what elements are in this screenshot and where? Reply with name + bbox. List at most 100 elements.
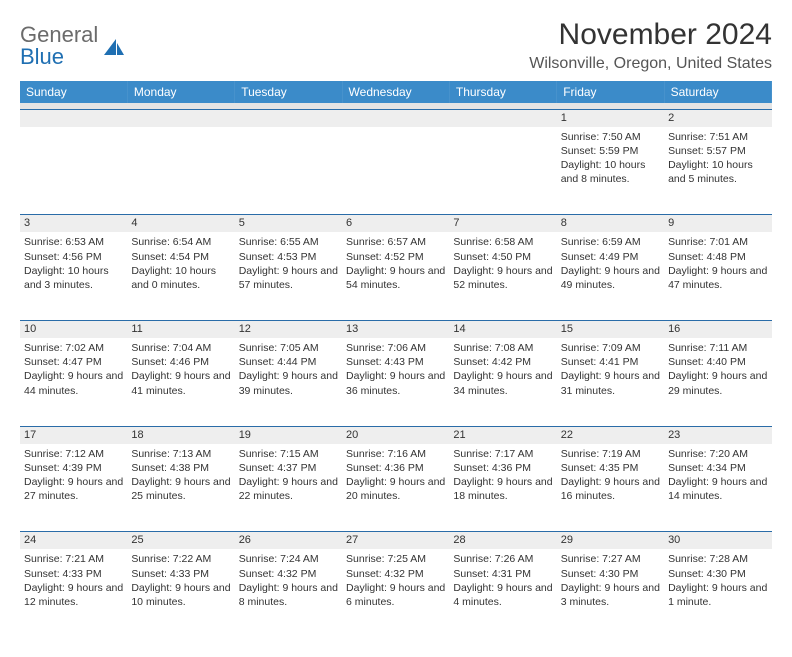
day-detail: Sunrise: 7:21 AMSunset: 4:33 PMDaylight:… [24, 552, 123, 609]
daynum-cell: 2 [664, 109, 771, 127]
day-header: Tuesday [235, 81, 342, 103]
day-detail: Sunrise: 7:50 AMSunset: 5:59 PMDaylight:… [561, 130, 660, 187]
daylight-text: Daylight: 9 hours and 20 minutes. [346, 475, 445, 503]
day-cell: Sunrise: 7:24 AMSunset: 4:32 PMDaylight:… [235, 549, 342, 637]
day-number: 13 [346, 323, 358, 335]
day-detail: Sunrise: 6:53 AMSunset: 4:56 PMDaylight:… [24, 235, 123, 292]
sunset-text: Sunset: 4:50 PM [453, 250, 552, 264]
day-number: 12 [239, 323, 251, 335]
day-cell: Sunrise: 6:53 AMSunset: 4:56 PMDaylight:… [20, 232, 127, 320]
day-detail: Sunrise: 6:54 AMSunset: 4:54 PMDaylight:… [131, 235, 230, 292]
sunset-text: Sunset: 4:32 PM [346, 567, 445, 581]
sunset-text: Sunset: 4:35 PM [561, 461, 660, 475]
daynum-row: 10111213141516 [20, 320, 772, 338]
day-detail: Sunrise: 7:19 AMSunset: 4:35 PMDaylight:… [561, 447, 660, 504]
daynum-cell: 23 [664, 426, 771, 444]
location-label: Wilsonville, Oregon, United States [529, 55, 772, 73]
daynum-cell: 16 [664, 320, 771, 338]
daylight-text: Daylight: 9 hours and 36 minutes. [346, 369, 445, 397]
day-detail: Sunrise: 7:02 AMSunset: 4:47 PMDaylight:… [24, 341, 123, 398]
sunrise-text: Sunrise: 7:28 AM [668, 552, 767, 566]
brand-line2: Blue [20, 46, 98, 68]
day-number: 30 [668, 534, 680, 546]
week-row: Sunrise: 7:50 AMSunset: 5:59 PMDaylight:… [20, 127, 772, 215]
sunrise-text: Sunrise: 7:06 AM [346, 341, 445, 355]
day-detail: Sunrise: 7:27 AMSunset: 4:30 PMDaylight:… [561, 552, 660, 609]
daylight-text: Daylight: 9 hours and 57 minutes. [239, 264, 338, 292]
daylight-text: Daylight: 9 hours and 52 minutes. [453, 264, 552, 292]
day-cell: Sunrise: 7:50 AMSunset: 5:59 PMDaylight:… [557, 127, 664, 215]
day-cell [342, 127, 449, 215]
day-number: 7 [453, 217, 459, 229]
sunrise-text: Sunrise: 7:22 AM [131, 552, 230, 566]
sunrise-text: Sunrise: 7:51 AM [668, 130, 767, 144]
daynum-cell: 9 [664, 215, 771, 233]
daynum-cell: 15 [557, 320, 664, 338]
day-cell: Sunrise: 7:19 AMSunset: 4:35 PMDaylight:… [557, 444, 664, 532]
daynum-cell: 14 [449, 320, 556, 338]
calendar-body: 12 Sunrise: 7:50 AMSunset: 5:59 PMDayligh… [20, 103, 772, 637]
day-detail: Sunrise: 7:12 AMSunset: 4:39 PMDaylight:… [24, 447, 123, 504]
day-detail: Sunrise: 7:20 AMSunset: 4:34 PMDaylight:… [668, 447, 767, 504]
day-detail: Sunrise: 7:06 AMSunset: 4:43 PMDaylight:… [346, 341, 445, 398]
day-number: 4 [131, 217, 137, 229]
sunset-text: Sunset: 5:57 PM [668, 144, 767, 158]
day-cell: Sunrise: 7:16 AMSunset: 4:36 PMDaylight:… [342, 444, 449, 532]
day-cell [127, 127, 234, 215]
day-detail: Sunrise: 7:25 AMSunset: 4:32 PMDaylight:… [346, 552, 445, 609]
sunrise-text: Sunrise: 7:25 AM [346, 552, 445, 566]
day-detail: Sunrise: 7:09 AMSunset: 4:41 PMDaylight:… [561, 341, 660, 398]
daylight-text: Daylight: 9 hours and 25 minutes. [131, 475, 230, 503]
day-cell: Sunrise: 7:02 AMSunset: 4:47 PMDaylight:… [20, 338, 127, 426]
daylight-text: Daylight: 9 hours and 31 minutes. [561, 369, 660, 397]
daynum-cell: 11 [127, 320, 234, 338]
day-cell: Sunrise: 7:11 AMSunset: 4:40 PMDaylight:… [664, 338, 771, 426]
daylight-text: Daylight: 9 hours and 8 minutes. [239, 581, 338, 609]
sunrise-text: Sunrise: 6:55 AM [239, 235, 338, 249]
sunrise-text: Sunrise: 7:15 AM [239, 447, 338, 461]
sunset-text: Sunset: 4:30 PM [561, 567, 660, 581]
daynum-cell: 13 [342, 320, 449, 338]
day-cell: Sunrise: 6:54 AMSunset: 4:54 PMDaylight:… [127, 232, 234, 320]
day-number: 20 [346, 429, 358, 441]
day-cell: Sunrise: 7:01 AMSunset: 4:48 PMDaylight:… [664, 232, 771, 320]
sunrise-text: Sunrise: 7:05 AM [239, 341, 338, 355]
sunrise-text: Sunrise: 7:20 AM [668, 447, 767, 461]
daynum-cell: 12 [235, 320, 342, 338]
daynum-cell: 28 [449, 532, 556, 550]
day-number: 9 [668, 217, 674, 229]
sunset-text: Sunset: 4:36 PM [346, 461, 445, 475]
daynum-cell: 6 [342, 215, 449, 233]
daynum-cell: 8 [557, 215, 664, 233]
daylight-text: Daylight: 9 hours and 14 minutes. [668, 475, 767, 503]
daynum-cell [127, 109, 234, 127]
daylight-text: Daylight: 9 hours and 47 minutes. [668, 264, 767, 292]
calendar-table: SundayMondayTuesdayWednesdayThursdayFrid… [20, 81, 772, 637]
daylight-text: Daylight: 9 hours and 34 minutes. [453, 369, 552, 397]
sunrise-text: Sunrise: 7:16 AM [346, 447, 445, 461]
sunset-text: Sunset: 4:34 PM [668, 461, 767, 475]
sunset-text: Sunset: 5:59 PM [561, 144, 660, 158]
daynum-cell: 22 [557, 426, 664, 444]
daylight-text: Daylight: 9 hours and 39 minutes. [239, 369, 338, 397]
day-cell: Sunrise: 7:13 AMSunset: 4:38 PMDaylight:… [127, 444, 234, 532]
sunset-text: Sunset: 4:39 PM [24, 461, 123, 475]
sunset-text: Sunset: 4:33 PM [131, 567, 230, 581]
sunset-text: Sunset: 4:38 PM [131, 461, 230, 475]
sunrise-text: Sunrise: 7:21 AM [24, 552, 123, 566]
daylight-text: Daylight: 9 hours and 1 minute. [668, 581, 767, 609]
day-cell [449, 127, 556, 215]
daynum-cell: 26 [235, 532, 342, 550]
sunset-text: Sunset: 4:47 PM [24, 355, 123, 369]
day-cell: Sunrise: 7:51 AMSunset: 5:57 PMDaylight:… [664, 127, 771, 215]
sunrise-text: Sunrise: 7:02 AM [24, 341, 123, 355]
daynum-row: 3456789 [20, 215, 772, 233]
day-cell: Sunrise: 7:22 AMSunset: 4:33 PMDaylight:… [127, 549, 234, 637]
day-cell: Sunrise: 6:59 AMSunset: 4:49 PMDaylight:… [557, 232, 664, 320]
day-detail: Sunrise: 7:01 AMSunset: 4:48 PMDaylight:… [668, 235, 767, 292]
sunset-text: Sunset: 4:32 PM [239, 567, 338, 581]
daylight-text: Daylight: 9 hours and 6 minutes. [346, 581, 445, 609]
sunset-text: Sunset: 4:43 PM [346, 355, 445, 369]
day-number: 11 [131, 323, 142, 335]
daynum-cell [20, 109, 127, 127]
